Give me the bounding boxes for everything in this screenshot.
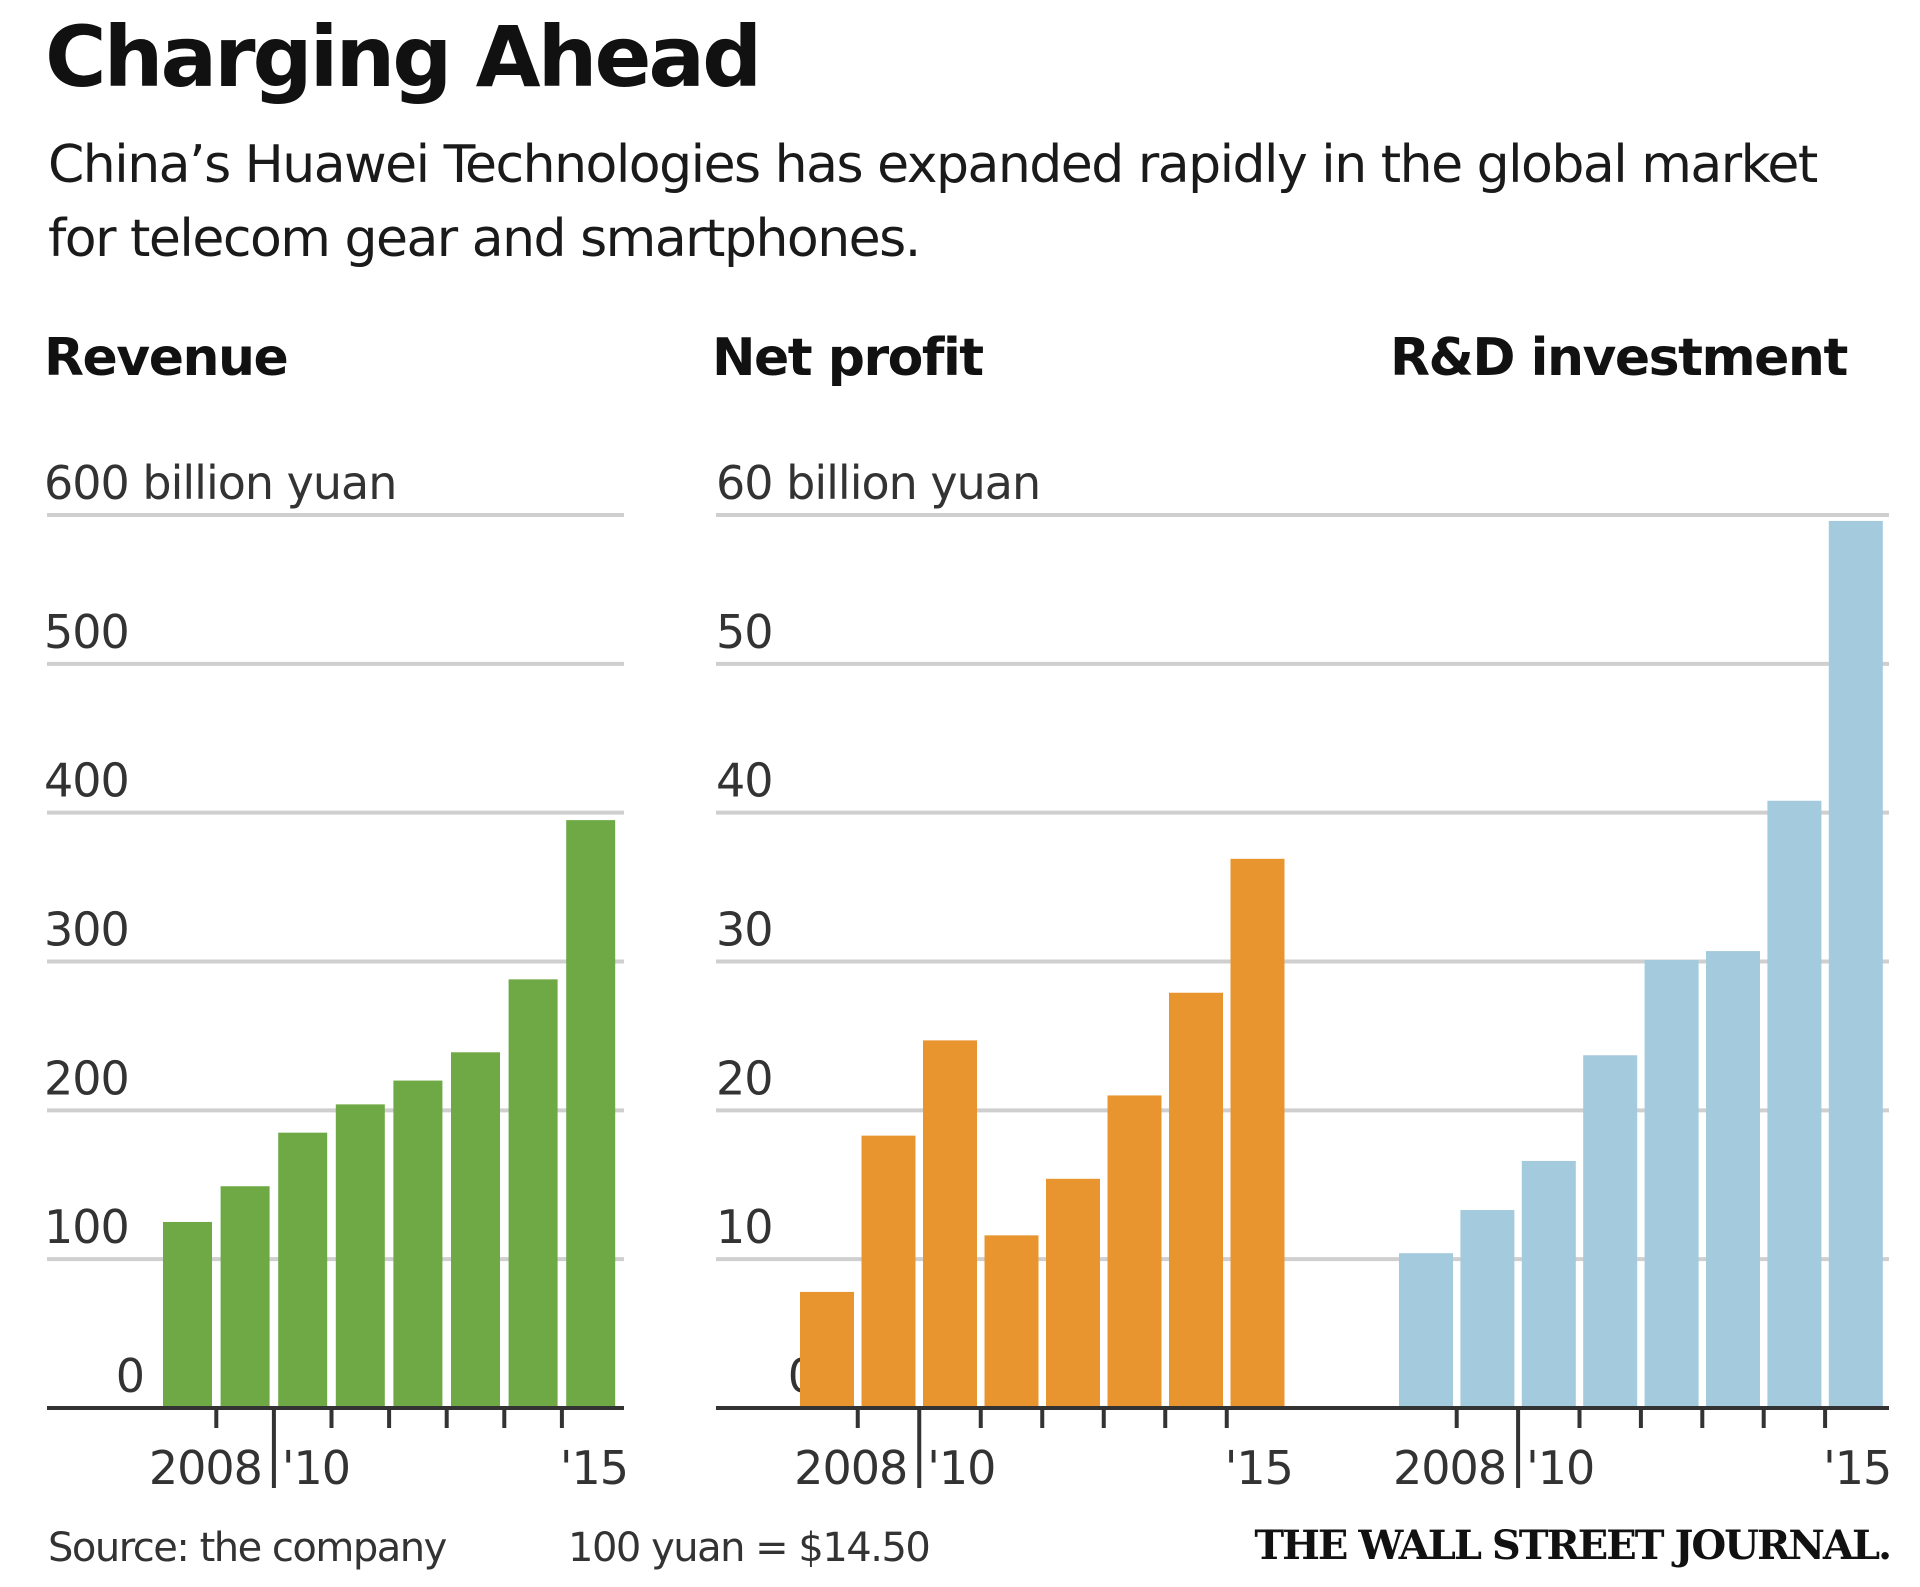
bar-2012 — [1046, 1178, 1100, 1408]
net-profit-panel-title: Net profit — [712, 328, 984, 388]
bar-2010 — [923, 1040, 977, 1408]
y-tick-label: 0 — [116, 1349, 144, 1403]
bar-2014 — [1169, 992, 1223, 1408]
y-tick-label: 500 — [44, 605, 129, 659]
bar-2014 — [508, 979, 558, 1408]
y-tick-label: 20 — [716, 1051, 773, 1105]
y-tick-label: 30 — [716, 903, 773, 957]
bar-2015 — [1828, 520, 1883, 1408]
x-tick-label: 2008 — [794, 1441, 907, 1495]
rd-panel-title: R&D investment — [1390, 328, 1848, 388]
bar-2010 — [1521, 1160, 1576, 1408]
x-tick-label: '10 — [282, 1441, 350, 1495]
x-tick-label: '10 — [1526, 1441, 1594, 1495]
y-tick-label: 300 — [44, 903, 129, 957]
y-tick-label: 60 billion yuan — [716, 456, 1040, 510]
x-tick-label: '15 — [1823, 1441, 1891, 1495]
y-tick-label: 200 — [44, 1051, 129, 1105]
source-note: Source: the company — [48, 1525, 447, 1571]
bar-2008 — [1399, 1253, 1453, 1408]
currency-conversion-note: 100 yuan = $14.50 — [568, 1525, 931, 1571]
bar-2009 — [220, 1186, 270, 1408]
bar-2008 — [163, 1221, 212, 1408]
wsj-logo: THE WALL STREET JOURNAL. — [1254, 1522, 1892, 1569]
x-tick-label: 2008 — [1393, 1441, 1506, 1495]
bar-2012 — [393, 1080, 443, 1408]
bar-2009 — [861, 1135, 916, 1408]
x-tick-label: 2008 — [149, 1441, 262, 1495]
bar-2012 — [1644, 960, 1699, 1408]
x-tick-label: '15 — [1225, 1441, 1293, 1495]
revenue-panel-title: Revenue — [44, 328, 289, 388]
bar-2014 — [1767, 800, 1822, 1408]
y-tick-label: 40 — [716, 754, 773, 808]
chart-subtitle: China’s Huawei Technologies has expanded… — [48, 135, 1818, 269]
x-tick-label: '10 — [927, 1441, 995, 1495]
x-tick-label: '15 — [560, 1441, 628, 1495]
bar-2011 — [335, 1104, 385, 1408]
y-tick-label: 600 billion yuan — [44, 456, 396, 510]
bar-2011 — [1583, 1055, 1638, 1408]
bar-2015 — [1230, 858, 1285, 1408]
chart-title: Charging Ahead — [45, 8, 762, 106]
bar-2011 — [984, 1235, 1039, 1408]
bar-2013 — [1107, 1095, 1162, 1408]
bar-2009 — [1460, 1210, 1515, 1408]
y-tick-label: 400 — [44, 754, 129, 808]
bar-2013 — [1706, 951, 1760, 1408]
bar-2013 — [451, 1052, 500, 1408]
y-tick-label: 50 — [716, 605, 773, 659]
y-tick-label: 100 — [44, 1200, 129, 1254]
bar-2010 — [278, 1132, 328, 1408]
bar-2008 — [800, 1291, 854, 1408]
bar-2015 — [566, 820, 616, 1408]
y-tick-label: 10 — [716, 1200, 773, 1254]
